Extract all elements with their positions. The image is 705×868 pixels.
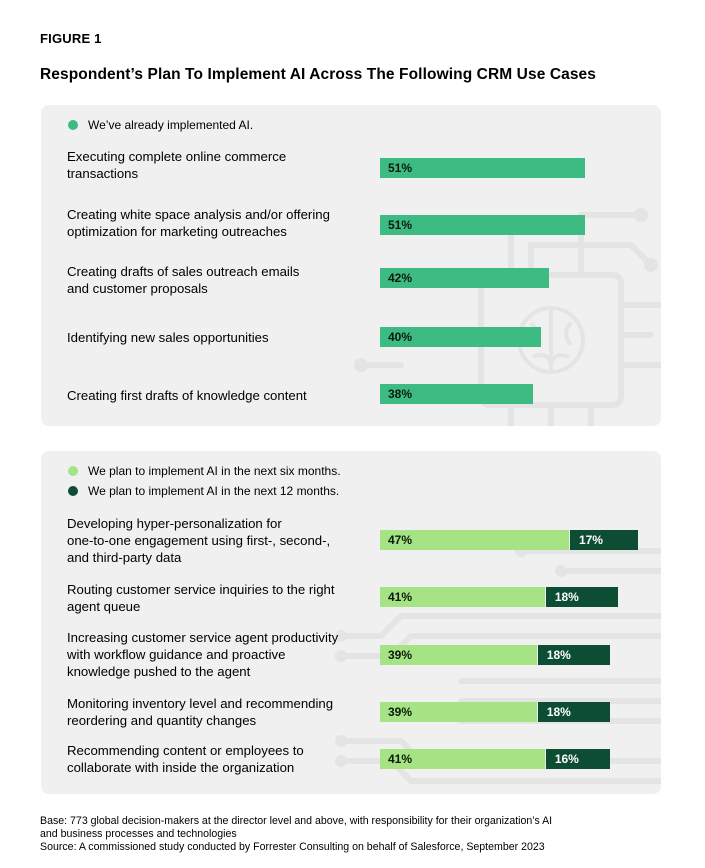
bar-value-label: 18% — [554, 590, 579, 604]
row-label-line: collaborate with inside the organization — [67, 760, 295, 775]
legend-twelve-months: We plan to implement AI in the next 12 m… — [68, 484, 339, 498]
bar-implemented: 42% — [380, 268, 549, 288]
bar-six-months: 41% — [380, 749, 545, 769]
row-label-line: Creating white space analysis and/or off… — [67, 207, 330, 222]
bar-implemented: 51% — [380, 158, 586, 178]
bar-value-label: 39% — [388, 705, 413, 719]
legend-implemented: We’ve already implemented AI. — [68, 118, 253, 132]
row-label-line: Developing hyper-personalization for — [67, 516, 282, 531]
row-label: Developing hyper-personalization for one… — [67, 515, 367, 566]
row-label-line: Identifying new sales opportunities — [67, 330, 269, 345]
bar-twelve-months: 18% — [537, 702, 611, 722]
legend-swatch-implemented — [68, 120, 78, 130]
bar-six-months: 41% — [380, 587, 545, 607]
bar-twelve-months: 17% — [569, 530, 639, 550]
bar-value-label: 38% — [388, 387, 413, 401]
legend-label-implemented: We’ve already implemented AI. — [88, 118, 254, 132]
bar-value-label: 17% — [578, 533, 603, 547]
bar-value-label: 51% — [388, 218, 413, 232]
row-label-line: and customer proposals — [67, 281, 208, 296]
legend-label-six-months: We plan to implement AI in the next six … — [88, 464, 341, 478]
row-label-line: one-to-one engagement using first-, seco… — [67, 533, 331, 548]
row-label: Routing customer service inquiries to th… — [67, 581, 367, 615]
bar-value-label: 18% — [546, 705, 571, 719]
row-label: Increasing customer service agent produc… — [67, 629, 367, 680]
legend-swatch-twelve-months — [68, 486, 78, 496]
row-label-line: Increasing customer service agent produc… — [67, 630, 339, 645]
footer-source: Source: A commissioned study conducted b… — [40, 840, 545, 853]
bar-implemented: 40% — [380, 327, 541, 347]
row-label-line: Creating drafts of sales outreach emails — [67, 264, 300, 279]
bar-twelve-months: 18% — [537, 645, 611, 665]
bar-value-label: 41% — [388, 752, 413, 766]
row-label-line: agent queue — [67, 599, 141, 614]
row-label-line: knowledge pushed to the agent — [67, 664, 251, 679]
bar-value-label: 42% — [388, 271, 413, 285]
bar-six-months: 47% — [380, 530, 569, 550]
row-label-line: Recommending content or employees to — [67, 743, 304, 758]
footer-base-line: Base: 773 global decision-makers at the … — [40, 815, 553, 827]
row-label-line: Monitoring inventory level and recommend… — [67, 696, 334, 711]
row-label-line: optimization for marketing outreaches — [67, 224, 287, 239]
row-label-line: Creating first drafts of knowledge conte… — [67, 388, 307, 403]
bar-value-label: 39% — [388, 648, 413, 662]
figure-title: Respondent’s Plan To Implement AI Across… — [40, 66, 596, 83]
bar-six-months: 39% — [380, 645, 537, 665]
row-label-line: reordering and quantity changes — [67, 713, 257, 728]
row-label: Creating white space analysis and/or off… — [67, 206, 367, 240]
bar-value-label: 40% — [388, 330, 413, 344]
figure-label: FIGURE 1 — [40, 31, 102, 46]
bar-twelve-months: 18% — [545, 587, 619, 607]
row-label: Recommending content or employees to col… — [67, 742, 367, 776]
row-label: Creating first drafts of knowledge conte… — [67, 387, 367, 404]
bar-value-label: 47% — [388, 533, 413, 547]
row-label-line: transactions — [67, 166, 139, 181]
row-label-line: with workflow guidance and proactive — [67, 647, 286, 662]
row-label: Executing complete online commerce trans… — [67, 148, 367, 182]
row-label-line: Executing complete online commerce — [67, 149, 287, 164]
row-label: Monitoring inventory level and recommend… — [67, 695, 367, 729]
bar-six-months: 39% — [380, 702, 537, 722]
planned-panel: We plan to implement AI in the next six … — [41, 451, 661, 794]
footer-base-line: and business processes and technologies — [40, 827, 237, 840]
bar-twelve-months: 16% — [545, 749, 611, 769]
bar-value-label: 51% — [388, 161, 413, 175]
row-label-line: Routing customer service inquiries to th… — [67, 582, 335, 597]
row-label-line: and third-party data — [67, 550, 182, 565]
bar-value-label: 18% — [546, 648, 571, 662]
legend-swatch-six-months — [68, 466, 78, 476]
legend-label-twelve-months: We plan to implement AI in the next 12 m… — [88, 484, 340, 498]
bar-implemented: 38% — [380, 384, 533, 404]
bar-value-label: 16% — [554, 752, 579, 766]
implemented-panel: We’ve already implemented AI. Executing … — [41, 105, 661, 426]
legend-six-months: We plan to implement AI in the next six … — [68, 464, 341, 478]
bar-value-label: 41% — [388, 590, 413, 604]
bar-implemented: 51% — [380, 215, 586, 235]
footer-notes: Base: 773 global decision-makers at the … — [40, 815, 660, 853]
row-label: Identifying new sales opportunities — [67, 329, 367, 346]
row-label: Creating drafts of sales outreach emails… — [67, 263, 367, 297]
